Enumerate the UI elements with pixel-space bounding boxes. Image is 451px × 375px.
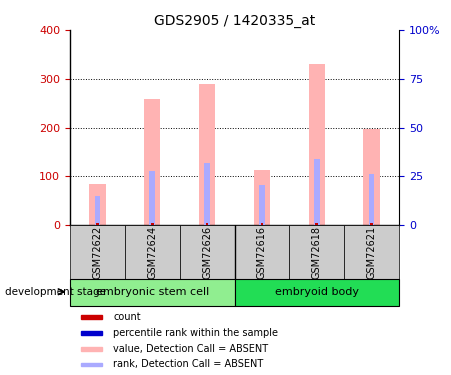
Text: development stage: development stage: [5, 287, 106, 297]
Bar: [70, 279, 235, 306]
Text: rank, Detection Call = ABSENT: rank, Detection Call = ABSENT: [114, 360, 264, 369]
Bar: [81, 315, 102, 319]
Bar: [235, 225, 290, 279]
Bar: [344, 225, 399, 279]
Bar: [370, 223, 373, 225]
Bar: [89, 184, 106, 225]
Text: GSM72621: GSM72621: [367, 226, 377, 279]
Title: GDS2905 / 1420335_at: GDS2905 / 1420335_at: [154, 13, 315, 28]
Bar: [364, 129, 380, 225]
Bar: [81, 347, 102, 351]
Text: GSM72626: GSM72626: [202, 226, 212, 279]
Bar: [81, 331, 102, 335]
Text: embryonic stem cell: embryonic stem cell: [96, 287, 209, 297]
Text: GSM72616: GSM72616: [257, 226, 267, 279]
Text: GSM72622: GSM72622: [92, 226, 102, 279]
Bar: [308, 64, 325, 225]
Bar: [235, 279, 399, 306]
Bar: [204, 163, 210, 225]
Bar: [314, 159, 320, 225]
Bar: [95, 196, 100, 225]
Bar: [81, 363, 102, 366]
Bar: [290, 225, 344, 279]
Bar: [149, 171, 155, 225]
Bar: [96, 223, 99, 225]
Bar: [254, 170, 270, 225]
Bar: [199, 84, 215, 225]
Text: GSM72618: GSM72618: [312, 226, 322, 279]
Bar: [151, 223, 154, 225]
Bar: [369, 174, 374, 225]
Bar: [144, 99, 161, 225]
Bar: [261, 223, 263, 225]
Bar: [70, 225, 125, 279]
Text: count: count: [114, 312, 141, 322]
Text: percentile rank within the sample: percentile rank within the sample: [114, 328, 278, 338]
Bar: [259, 184, 265, 225]
Text: embryoid body: embryoid body: [275, 287, 359, 297]
Bar: [125, 225, 179, 279]
Bar: [206, 223, 208, 225]
Text: value, Detection Call = ABSENT: value, Detection Call = ABSENT: [114, 344, 269, 354]
Bar: [179, 225, 235, 279]
Bar: [315, 223, 318, 225]
Text: GSM72624: GSM72624: [147, 226, 157, 279]
